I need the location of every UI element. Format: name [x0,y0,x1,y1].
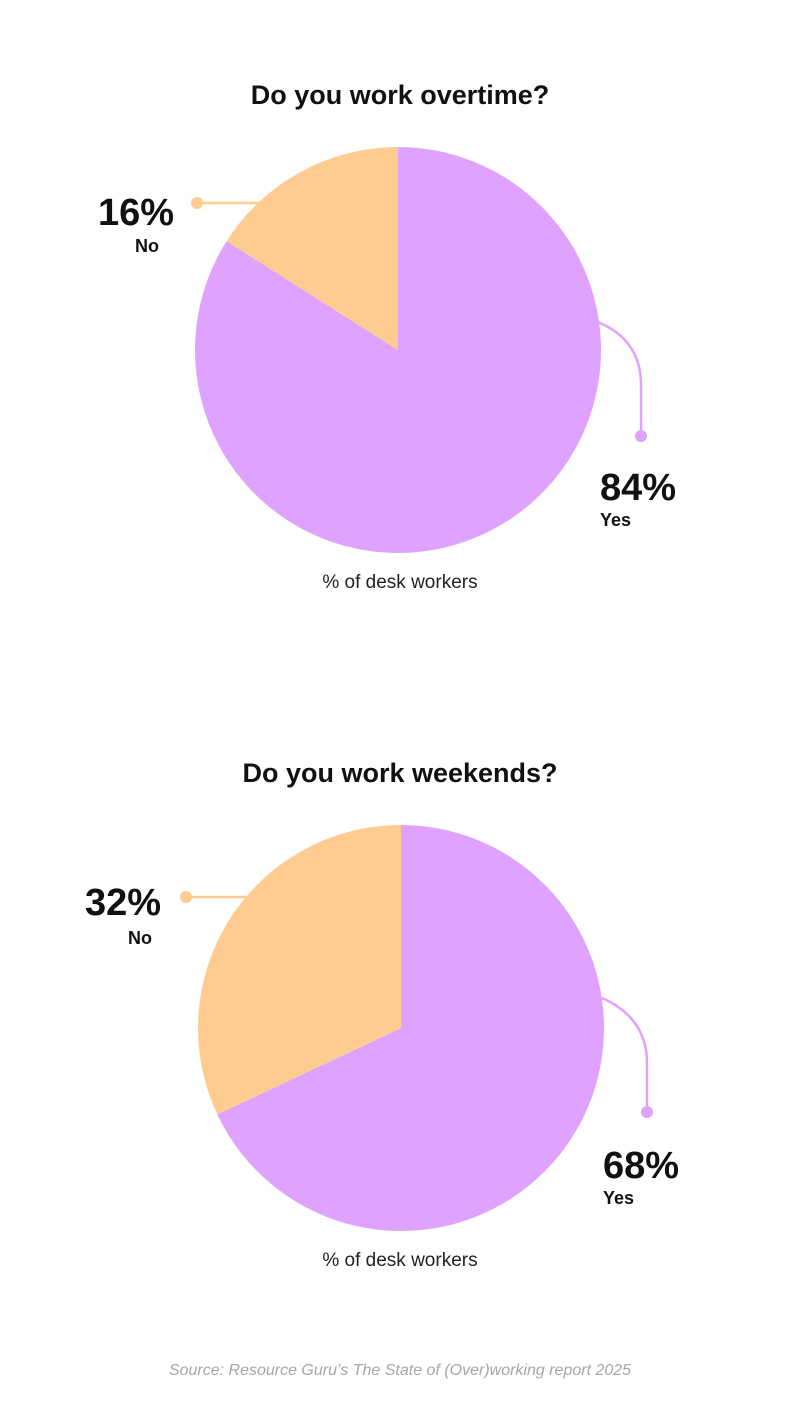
connector-dot-yes [641,1106,653,1118]
connector-dot-yes [635,430,647,442]
slice-label-no-value: 16% [98,192,175,234]
pie-slice-no [226,147,398,350]
pie-slice-yes [195,147,601,553]
slice-label-yes: Yes [600,510,632,530]
connector-line-yes [601,996,649,1112]
chart-title: Do you work overtime? [250,80,550,110]
pie-chart-overtime: Do you work overtime? 16% No 84% Yes % o… [0,0,800,640]
slice-label-yes-value: 84% [600,467,677,509]
chart-title: Do you work weekends? [242,758,558,788]
slice-label-no: No [135,236,159,256]
slice-label-no: No [128,928,152,948]
pie-svg [180,824,653,1231]
slice-label-yes-value: 68% [603,1145,680,1187]
connector-dot-no [180,891,192,903]
pie-slice-no [198,825,402,1115]
connector-dot-no [191,197,203,209]
connector-line-yes [597,320,643,436]
pie-chart-weekends: Do you work weekends? 32% No 68% Yes % o… [85,758,680,1271]
chart-subtitle: % of desk workers [322,1250,478,1271]
pie-slice-yes [217,824,604,1231]
source-note: Source: Resource Guru’s The State of (Ov… [168,1362,632,1379]
slice-label-no-value: 32% [85,882,162,924]
chart-subtitle: % of desk workers [322,572,478,593]
pie-svg [191,147,647,553]
slice-label-yes: Yes [603,1188,635,1208]
